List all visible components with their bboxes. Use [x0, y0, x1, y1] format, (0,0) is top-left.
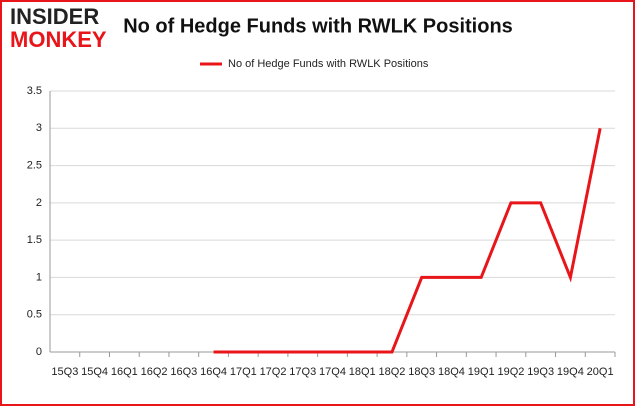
y-tick-label: 2: [36, 197, 42, 209]
x-tick-label: 18Q3: [408, 366, 435, 378]
y-tick-label: 1: [36, 271, 42, 283]
y-tick-label: 2.5: [27, 159, 42, 171]
logo-top: INSIDER: [10, 4, 99, 29]
logo-bottom: MONKEY: [10, 27, 107, 52]
y-tick-label: 0: [36, 346, 42, 358]
x-tick-label: 17Q1: [230, 366, 257, 378]
x-tick-label: 18Q4: [438, 366, 465, 378]
chart-title: No of Hedge Funds with RWLK Positions: [123, 15, 513, 37]
y-tick-label: 3.5: [27, 85, 42, 97]
x-tick-label: 18Q1: [349, 366, 376, 378]
legend-label: No of Hedge Funds with RWLK Positions: [228, 58, 429, 70]
x-tick-label: 17Q3: [289, 366, 316, 378]
x-tick-label: 19Q4: [557, 366, 584, 378]
x-tick-label: 15Q4: [81, 366, 108, 378]
x-tick-label: 16Q4: [200, 366, 227, 378]
x-tick-label: 20Q1: [587, 366, 614, 378]
x-tick-label: 19Q2: [497, 366, 524, 378]
x-tick-label: 17Q2: [260, 366, 287, 378]
x-tick-label: 17Q4: [319, 366, 346, 378]
x-tick-label: 19Q1: [468, 366, 495, 378]
x-tick-label: 16Q2: [141, 366, 168, 378]
x-tick-label: 18Q2: [379, 366, 406, 378]
x-tick-label: 19Q3: [527, 366, 554, 378]
y-tick-label: 3: [36, 122, 42, 134]
series-line: [213, 127, 602, 354]
y-tick-label: 0.5: [27, 309, 42, 321]
x-tick-label: 16Q3: [170, 366, 197, 378]
x-tick-label: 15Q3: [51, 366, 78, 378]
y-tick-label: 1.5: [27, 234, 42, 246]
x-tick-label: 16Q1: [111, 366, 138, 378]
